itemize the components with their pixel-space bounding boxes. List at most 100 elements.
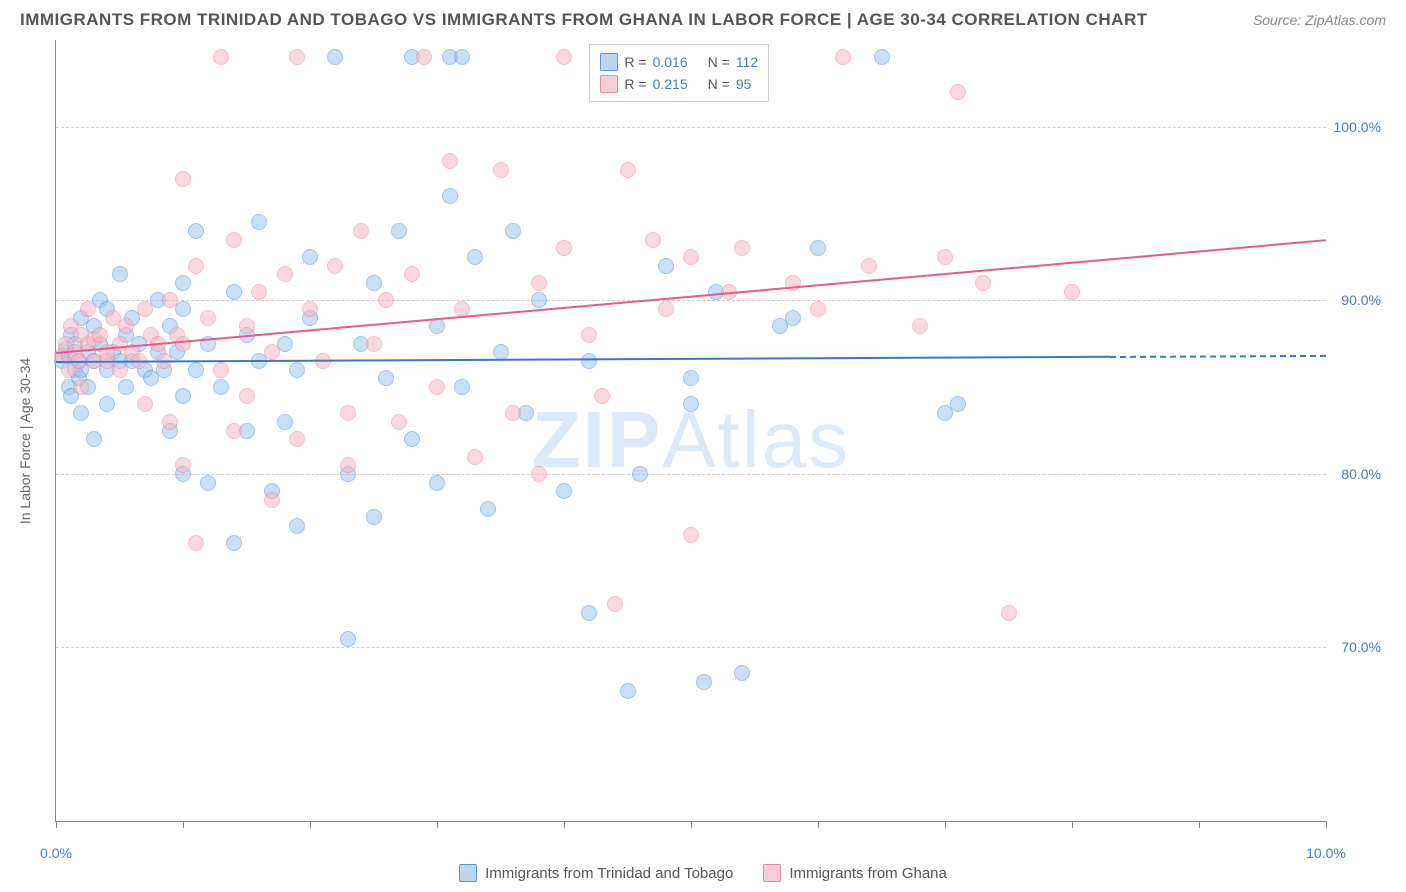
scatter-point xyxy=(429,318,445,334)
scatter-point xyxy=(620,162,636,178)
scatter-point xyxy=(734,665,750,681)
scatter-point xyxy=(835,49,851,65)
scatter-point xyxy=(810,240,826,256)
scatter-point xyxy=(200,310,216,326)
scatter-point xyxy=(188,362,204,378)
scatter-point xyxy=(594,388,610,404)
scatter-point xyxy=(1001,605,1017,621)
scatter-point xyxy=(531,275,547,291)
scatter-point xyxy=(264,492,280,508)
scatter-point xyxy=(378,370,394,386)
scatter-point xyxy=(581,327,597,343)
scatter-point xyxy=(391,414,407,430)
x-tick-label: 10.0% xyxy=(1306,845,1346,861)
scatter-point xyxy=(226,232,242,248)
scatter-point xyxy=(1064,284,1080,300)
scatter-point xyxy=(188,258,204,274)
scatter-point xyxy=(912,318,928,334)
legend-item-trinidad: Immigrants from Trinidad and Tobago xyxy=(459,864,733,882)
scatter-point xyxy=(658,258,674,274)
x-tick xyxy=(310,821,311,828)
gridline xyxy=(56,474,1326,475)
scatter-point xyxy=(277,266,293,282)
scatter-point xyxy=(696,674,712,690)
scatter-point xyxy=(137,396,153,412)
scatter-point xyxy=(874,49,890,65)
scatter-point xyxy=(73,379,89,395)
chart-source: Source: ZipAtlas.com xyxy=(1253,12,1386,28)
scatter-point xyxy=(118,379,134,395)
scatter-point xyxy=(607,596,623,612)
scatter-point xyxy=(454,379,470,395)
r-value: 0.215 xyxy=(653,76,688,92)
scatter-point xyxy=(175,457,191,473)
n-value: 95 xyxy=(736,76,752,92)
y-tick-label: 70.0% xyxy=(1331,639,1381,655)
y-axis-title: In Labor Force | Age 30-34 xyxy=(17,358,33,524)
scatter-point xyxy=(581,353,597,369)
scatter-point xyxy=(429,475,445,491)
scatter-point xyxy=(442,153,458,169)
stats-legend-row: R = 0.215 N = 95 xyxy=(600,73,758,95)
scatter-point xyxy=(416,49,432,65)
chart-title: IMMIGRANTS FROM TRINIDAD AND TOBAGO VS I… xyxy=(20,10,1148,30)
scatter-point xyxy=(645,232,661,248)
x-tick xyxy=(818,821,819,828)
scatter-point xyxy=(632,466,648,482)
scatter-point xyxy=(353,223,369,239)
scatter-point xyxy=(213,379,229,395)
scatter-point xyxy=(239,318,255,334)
x-tick-label: 0.0% xyxy=(40,845,72,861)
scatter-point xyxy=(251,284,267,300)
trend-line-dashed xyxy=(1110,355,1326,358)
scatter-point xyxy=(556,49,572,65)
scatter-point xyxy=(785,310,801,326)
scatter-point xyxy=(226,535,242,551)
scatter-point xyxy=(289,362,305,378)
n-value: 112 xyxy=(736,54,758,70)
scatter-point xyxy=(683,396,699,412)
scatter-point xyxy=(264,344,280,360)
scatter-point xyxy=(683,249,699,265)
scatter-point xyxy=(239,388,255,404)
r-label: R = xyxy=(624,54,646,70)
n-label: N = xyxy=(708,76,730,92)
scatter-point xyxy=(162,292,178,308)
scatter-point xyxy=(467,449,483,465)
scatter-point xyxy=(429,379,445,395)
scatter-point xyxy=(658,301,674,317)
scatter-point xyxy=(480,501,496,517)
scatter-point xyxy=(366,336,382,352)
gridline xyxy=(56,127,1326,128)
legend-label: Immigrants from Ghana xyxy=(789,865,947,882)
chart-header: IMMIGRANTS FROM TRINIDAD AND TOBAGO VS I… xyxy=(0,0,1406,38)
scatter-point xyxy=(340,631,356,647)
plot-area: ZIPAtlas 70.0%80.0%90.0%100.0%0.0%10.0%R… xyxy=(55,40,1326,822)
x-tick xyxy=(1326,821,1327,828)
chart-container: In Labor Force | Age 30-34 ZIPAtlas 70.0… xyxy=(40,40,1386,842)
scatter-point xyxy=(112,362,128,378)
scatter-point xyxy=(531,466,547,482)
scatter-point xyxy=(442,188,458,204)
scatter-point xyxy=(810,301,826,317)
r-label: R = xyxy=(624,76,646,92)
scatter-point xyxy=(556,240,572,256)
scatter-point xyxy=(175,388,191,404)
stats-legend-row: R =0.016N =112 xyxy=(600,51,758,73)
scatter-point xyxy=(226,423,242,439)
scatter-point xyxy=(340,457,356,473)
scatter-point xyxy=(861,258,877,274)
x-tick xyxy=(1199,821,1200,828)
r-value: 0.016 xyxy=(653,54,688,70)
scatter-point xyxy=(505,223,521,239)
scatter-point xyxy=(683,370,699,386)
legend-swatch-icon xyxy=(459,864,477,882)
scatter-point xyxy=(327,258,343,274)
x-tick xyxy=(56,821,57,828)
scatter-point xyxy=(86,431,102,447)
legend-swatch-icon xyxy=(763,864,781,882)
scatter-point xyxy=(505,405,521,421)
scatter-point xyxy=(454,49,470,65)
x-tick xyxy=(564,821,565,828)
scatter-point xyxy=(213,49,229,65)
